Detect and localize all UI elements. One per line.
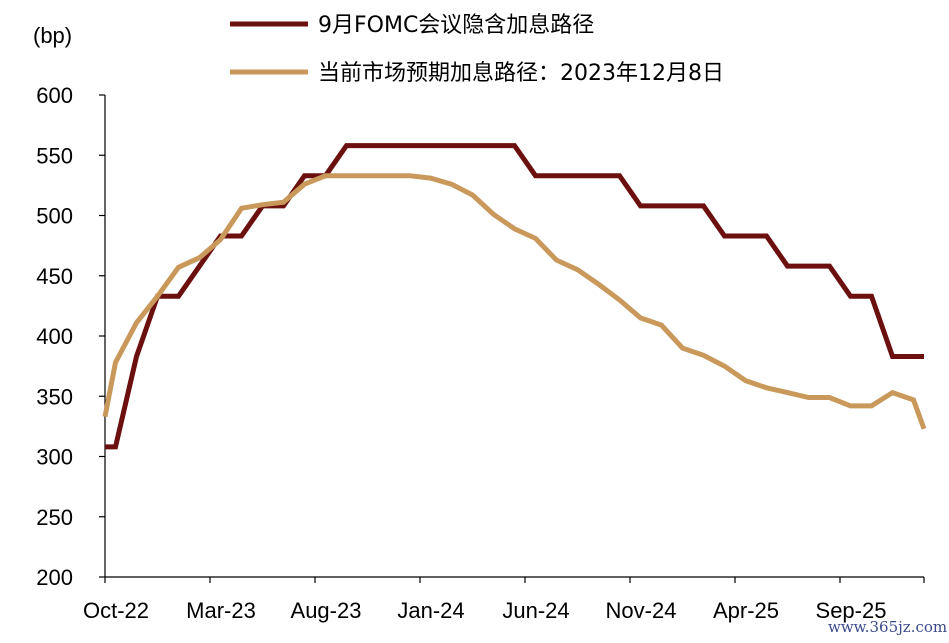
x-tick-label: Sep-25 <box>816 598 887 623</box>
series-line-2 <box>102 173 927 430</box>
y-tick-label: 250 <box>36 505 73 530</box>
y-tick-label: 600 <box>36 83 73 108</box>
series-line-1 <box>105 143 924 450</box>
legend-label-1: 9月FOMC会议隐含加息路径 <box>318 13 594 38</box>
x-tick-label: Jun-24 <box>502 598 569 623</box>
y-tick-label: 450 <box>36 264 73 289</box>
y-tick-label: 200 <box>36 565 73 590</box>
x-tick-label: Aug-23 <box>291 598 362 623</box>
legend-label-2: 当前市场预期加息路径：2023年12月8日 <box>318 61 724 86</box>
x-tick-label: Oct-22 <box>83 598 149 623</box>
y-tick-label: 300 <box>36 445 73 470</box>
x-tick-label: Jan-24 <box>397 598 464 623</box>
watermark-text: www.365jz.com <box>828 618 947 636</box>
y-axis-ticks: 600 550 500 450 400 350 300 250 200 <box>36 83 105 590</box>
x-tick-label: Nov-24 <box>606 598 677 623</box>
y-tick-label: 350 <box>36 384 73 409</box>
y-tick-label: 400 <box>36 324 73 349</box>
y-tick-label: 500 <box>36 204 73 229</box>
y-axis-unit-label: (bp) <box>33 23 72 48</box>
x-axis-ticks: Oct-22 Mar-23 Aug-23 Jan-24 Jun-24 Nov-24 Apr-… <box>83 577 925 623</box>
x-tick-label: Apr-25 <box>713 598 779 623</box>
series-lines <box>102 143 927 450</box>
x-tick-label: Mar-23 <box>186 598 256 623</box>
y-tick-label: 550 <box>36 143 73 168</box>
